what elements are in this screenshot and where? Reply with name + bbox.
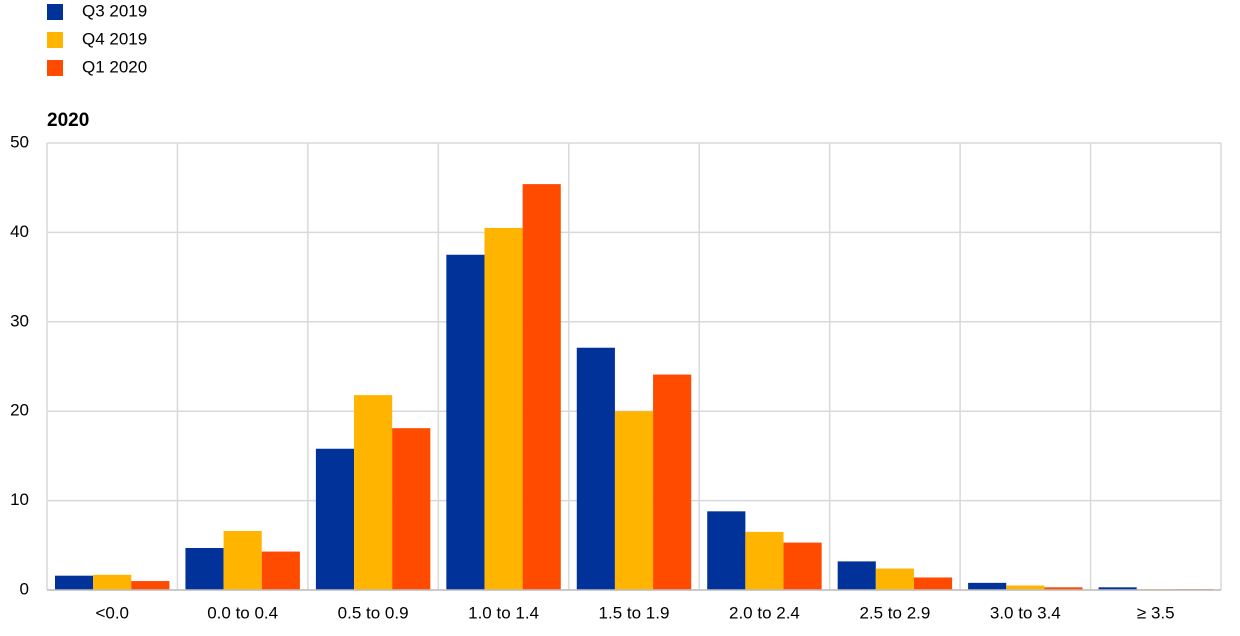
bar [93, 574, 132, 590]
x-tick-label: 1.5 to 1.9 [599, 603, 670, 622]
bar [783, 542, 822, 590]
legend-swatch [47, 4, 63, 20]
bar [707, 511, 746, 590]
bar [745, 531, 784, 590]
legend-label: Q3 2019 [82, 1, 147, 20]
bar [55, 575, 94, 590]
bar [1006, 585, 1045, 590]
bar [913, 577, 953, 590]
legend-label: Q4 2019 [82, 29, 147, 48]
bar [446, 254, 485, 590]
bar [315, 448, 355, 590]
y-tick-label: 40 [10, 222, 29, 241]
chart-title: 2020 [47, 110, 89, 131]
y-tick-label: 50 [10, 132, 29, 151]
bar [261, 551, 300, 590]
bar [875, 568, 914, 590]
x-tick-label: 0.5 to 0.9 [338, 603, 409, 622]
y-tick-label: 0 [20, 579, 29, 598]
y-tick-label: 30 [10, 311, 29, 330]
x-tick-label: 3.0 to 3.4 [990, 603, 1061, 622]
legend-swatch [47, 60, 63, 76]
x-tick-label: ≥ 3.5 [1137, 603, 1175, 622]
bar [1044, 587, 1083, 590]
bar [484, 227, 523, 590]
bar [522, 184, 561, 590]
bar [614, 411, 654, 590]
bar [653, 374, 692, 590]
legend-swatch [47, 32, 63, 48]
x-tick-label: <0.0 [95, 603, 129, 622]
x-tick-label: 1.0 to 1.4 [468, 603, 539, 622]
x-tick-label: 2.5 to 2.9 [859, 603, 930, 622]
bar [185, 547, 224, 590]
legend-label: Q1 2020 [82, 57, 147, 76]
bar [1098, 587, 1137, 590]
y-tick-label: 20 [10, 401, 29, 420]
x-tick-label: 2.0 to 2.4 [729, 603, 800, 622]
bar [392, 428, 431, 590]
bar [223, 530, 262, 590]
bar [576, 347, 615, 590]
bar [354, 395, 393, 590]
bar [131, 581, 170, 590]
y-tick-label: 10 [10, 490, 29, 509]
bar [968, 582, 1007, 590]
bar [837, 561, 876, 590]
x-tick-label: 0.0 to 0.4 [207, 603, 278, 622]
